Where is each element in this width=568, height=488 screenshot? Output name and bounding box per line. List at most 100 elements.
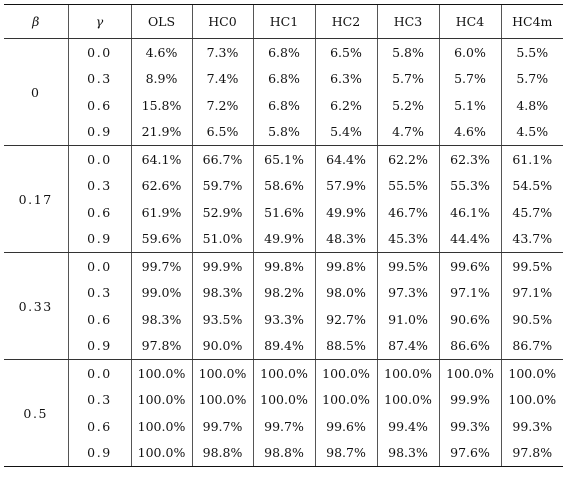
- value-cell: 48.3%: [314, 225, 377, 253]
- value-cell: 5.4%: [314, 118, 377, 146]
- value-cell: 98.8%: [252, 439, 315, 467]
- gamma-cell: 0.3: [67, 279, 131, 306]
- value-cell: 46.7%: [376, 199, 439, 226]
- value-cell: 86.6%: [438, 332, 501, 360]
- beta-cell: 0.5: [4, 359, 68, 467]
- header-ols: OLS: [130, 4, 192, 39]
- value-cell: 88.5%: [314, 332, 377, 360]
- gamma-cell: 0.3: [67, 65, 131, 92]
- header-hc2: HC2: [314, 4, 377, 39]
- gamma-cell: 0.0: [67, 38, 131, 66]
- value-cell: 4.7%: [376, 118, 439, 146]
- value-cell: 49.9%: [314, 199, 377, 226]
- value-cell: 89.4%: [252, 332, 315, 360]
- value-cell: 4.6%: [438, 118, 501, 146]
- value-cell: 6.8%: [252, 92, 315, 119]
- value-cell: 5.1%: [438, 92, 501, 119]
- value-cell: 64.4%: [314, 145, 377, 173]
- value-cell: 4.5%: [500, 118, 563, 146]
- value-cell: 100.0%: [314, 386, 377, 413]
- value-cell: 99.4%: [376, 413, 439, 440]
- value-cell: 93.5%: [191, 306, 253, 333]
- value-cell: 4.6%: [130, 38, 192, 66]
- value-cell: 55.5%: [376, 172, 439, 199]
- value-cell: 49.9%: [252, 225, 315, 253]
- value-cell: 98.7%: [314, 439, 377, 467]
- value-cell: 100.0%: [252, 359, 315, 387]
- gamma-cell: 0.0: [67, 252, 131, 280]
- value-cell: 100.0%: [500, 359, 563, 387]
- value-cell: 93.3%: [252, 306, 315, 333]
- value-cell: 5.7%: [438, 65, 501, 92]
- gamma-cell: 0.9: [67, 332, 131, 360]
- value-cell: 100.0%: [314, 359, 377, 387]
- header-hc4m: HC4m: [500, 4, 563, 39]
- value-cell: 100.0%: [376, 386, 439, 413]
- gamma-cell: 0.9: [67, 118, 131, 146]
- value-cell: 62.3%: [438, 145, 501, 173]
- value-cell: 90.0%: [191, 332, 253, 360]
- value-cell: 61.1%: [500, 145, 563, 173]
- value-cell: 100.0%: [252, 386, 315, 413]
- gamma-cell: 0.6: [67, 413, 131, 440]
- value-cell: 99.7%: [130, 252, 192, 280]
- table-row: 0.6 61.9% 52.9% 51.6% 49.9% 46.7% 46.1% …: [4, 199, 563, 226]
- value-cell: 59.7%: [191, 172, 253, 199]
- value-cell: 45.3%: [376, 225, 439, 253]
- value-cell: 4.8%: [500, 92, 563, 119]
- value-cell: 90.5%: [500, 306, 563, 333]
- value-cell: 5.7%: [376, 65, 439, 92]
- value-cell: 99.9%: [191, 252, 253, 280]
- table-row: 0.5 0.0 100.0% 100.0% 100.0% 100.0% 100.…: [4, 359, 563, 467]
- value-cell: 6.8%: [252, 38, 315, 66]
- value-cell: 5.2%: [376, 92, 439, 119]
- value-cell: 100.0%: [130, 413, 192, 440]
- value-cell: 99.7%: [252, 413, 315, 440]
- value-cell: 99.8%: [252, 252, 315, 280]
- value-cell: 97.1%: [500, 279, 563, 306]
- gamma-cell: 0.6: [67, 199, 131, 226]
- beta-cell: 0.17: [4, 145, 68, 253]
- value-cell: 99.5%: [376, 252, 439, 280]
- value-cell: 99.3%: [500, 413, 563, 440]
- value-cell: 5.8%: [252, 118, 315, 146]
- value-cell: 8.9%: [130, 65, 192, 92]
- value-cell: 99.3%: [438, 413, 501, 440]
- table-row: 0.9 59.6% 51.0% 49.9% 48.3% 45.3% 44.4% …: [4, 225, 563, 253]
- header-hc0: HC0: [191, 4, 253, 39]
- value-cell: 57.9%: [314, 172, 377, 199]
- value-cell: 66.7%: [191, 145, 253, 173]
- value-cell: 5.5%: [500, 38, 563, 66]
- value-cell: 62.6%: [130, 172, 192, 199]
- value-cell: 98.3%: [376, 439, 439, 467]
- value-cell: 99.6%: [314, 413, 377, 440]
- table-row: 0.3 62.6% 59.7% 58.6% 57.9% 55.5% 55.3% …: [4, 172, 563, 199]
- value-cell: 7.4%: [191, 65, 253, 92]
- value-cell: 99.9%: [438, 386, 501, 413]
- table-row: 0.3 99.0% 98.3% 98.2% 98.0% 97.3% 97.1% …: [4, 279, 563, 306]
- value-cell: 5.8%: [376, 38, 439, 66]
- table-row: 0.6 100.0% 99.7% 99.7% 99.6% 99.4% 99.3%…: [4, 413, 563, 440]
- value-cell: 7.3%: [191, 38, 253, 66]
- table-body: 0 0.0 4.6% 7.3% 6.8% 6.5% 5.8% 6.0% 5.5%…: [4, 38, 563, 467]
- beta-cell: 0.33: [4, 252, 68, 360]
- value-cell: 5.7%: [500, 65, 563, 92]
- results-table: β γ OLS HC0 HC1 HC2 HC3 HC4 HC4m 0 0.0 4…: [4, 4, 563, 467]
- value-cell: 100.0%: [376, 359, 439, 387]
- value-cell: 7.2%: [191, 92, 253, 119]
- value-cell: 97.1%: [438, 279, 501, 306]
- header-gamma: γ: [67, 4, 131, 39]
- value-cell: 87.4%: [376, 332, 439, 360]
- beta-cell: 0: [4, 38, 68, 146]
- gamma-cell: 0.9: [67, 225, 131, 253]
- value-cell: 100.0%: [438, 359, 501, 387]
- header-row: β γ OLS HC0 HC1 HC2 HC3 HC4 HC4m: [4, 4, 563, 39]
- value-cell: 86.7%: [500, 332, 563, 360]
- value-cell: 51.6%: [252, 199, 315, 226]
- value-cell: 90.6%: [438, 306, 501, 333]
- value-cell: 59.6%: [130, 225, 192, 253]
- header-hc4: HC4: [438, 4, 501, 39]
- value-cell: 6.5%: [191, 118, 253, 146]
- value-cell: 99.5%: [500, 252, 563, 280]
- gamma-cell: 0.6: [67, 92, 131, 119]
